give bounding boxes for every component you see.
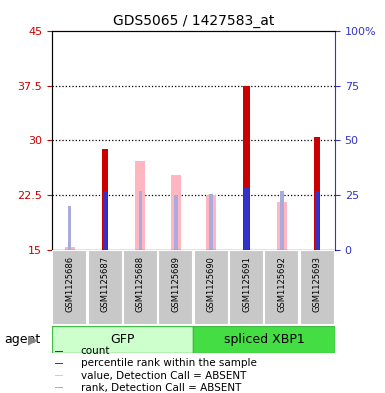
Text: value, Detection Call = ABSENT: value, Detection Call = ABSENT [81, 371, 246, 381]
Bar [102, 149, 108, 250]
Text: GSM1125688: GSM1125688 [136, 256, 145, 312]
Bar [55, 387, 63, 388]
Bar [194, 250, 229, 325]
Bar [280, 191, 284, 250]
Bar [87, 250, 122, 325]
Text: rank, Detection Call = ABSENT: rank, Detection Call = ABSENT [81, 383, 241, 393]
Bar [171, 175, 181, 250]
Bar [55, 363, 63, 364]
Bar [139, 191, 142, 250]
Bar [314, 137, 320, 250]
Bar [193, 326, 335, 353]
Bar [123, 250, 158, 325]
Text: ▶: ▶ [28, 333, 38, 346]
Bar [277, 202, 287, 250]
Text: GSM1125691: GSM1125691 [242, 256, 251, 312]
Text: GSM1125690: GSM1125690 [207, 256, 216, 312]
Text: spliced XBP1: spliced XBP1 [224, 333, 305, 346]
Bar [206, 195, 216, 250]
Title: GDS5065 / 1427583_at: GDS5065 / 1427583_at [113, 14, 274, 28]
Bar [65, 247, 75, 250]
Bar [103, 191, 107, 250]
Bar [55, 375, 63, 376]
Text: percentile rank within the sample: percentile rank within the sample [81, 358, 257, 369]
Bar [68, 206, 72, 250]
Bar [229, 250, 264, 325]
Bar [243, 86, 250, 250]
Text: GFP: GFP [110, 333, 135, 346]
Bar [315, 191, 320, 250]
Text: GSM1125687: GSM1125687 [100, 256, 110, 312]
Text: agent: agent [4, 333, 40, 346]
Bar [52, 250, 87, 325]
Bar [136, 161, 146, 250]
Text: GSM1125692: GSM1125692 [277, 256, 286, 312]
Bar [55, 351, 63, 352]
Bar [174, 195, 177, 250]
Bar [244, 188, 249, 250]
Text: count: count [81, 346, 110, 356]
Bar [264, 250, 300, 325]
Bar [52, 326, 193, 353]
Bar [300, 250, 335, 325]
Bar [158, 250, 193, 325]
Bar [209, 194, 213, 250]
Text: GSM1125686: GSM1125686 [65, 256, 74, 312]
Text: GSM1125689: GSM1125689 [171, 256, 180, 312]
Text: GSM1125693: GSM1125693 [313, 256, 322, 312]
